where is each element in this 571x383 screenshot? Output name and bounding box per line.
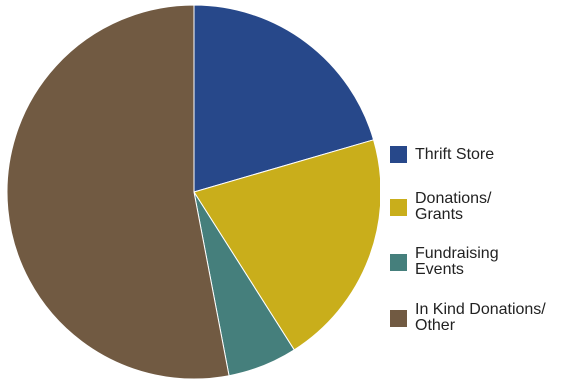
legend-label-in-kind-donations-other: In Kind Donations/ Other (415, 301, 546, 334)
legend-item-thrift-store: Thrift Store (390, 146, 494, 163)
legend-swatch-in-kind-donations-other (390, 309, 407, 327)
pie-chart (6, 4, 380, 380)
pie-slice-donations-grants (193, 139, 380, 351)
legend-item-donations-grants: Donations/ Grants (390, 191, 492, 223)
pie-slice-in-kind-donations-other (6, 4, 230, 380)
legend-label-thrift-store: Thrift Store (415, 145, 495, 163)
chart-legend: Thrift Store Donations/ Grants Fundraisi… (390, 0, 571, 383)
legend-item-fundraising-events: Fundraising Events (390, 246, 499, 278)
legend-label-fundraising-events: Fundraising Events (415, 245, 499, 278)
legend-label-donations-grants: Donations/ Grants (415, 190, 492, 223)
pie-slice-thrift-store (193, 4, 375, 193)
legend-swatch-donations-grants (390, 198, 407, 216)
legend-swatch-fundraising-events (390, 253, 407, 271)
legend-swatch-thrift-store (390, 146, 407, 163)
legend-item-in-kind-donations-other: In Kind Donations/ Other (390, 302, 546, 334)
